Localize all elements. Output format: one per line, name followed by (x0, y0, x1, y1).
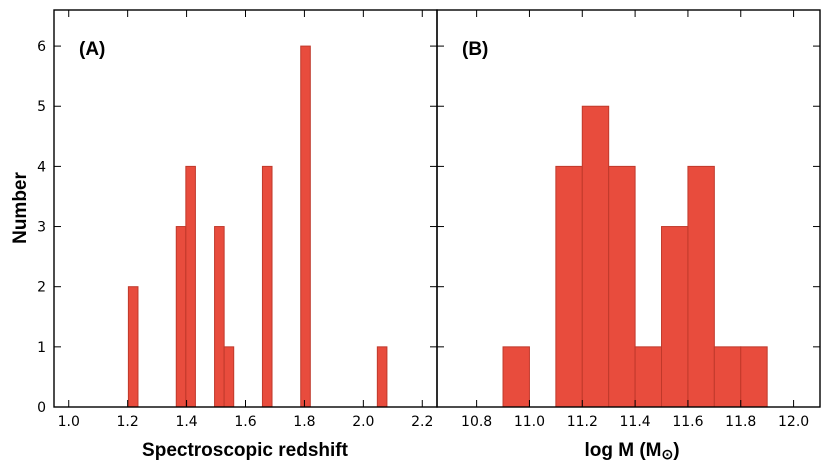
panel-b-bar-7 (713, 346, 742, 408)
panel-b-mass-histogram: 10.8 11.0 11.2 11.4 11.6 11.8 12.0 (B) log M (… (436, 9, 821, 462)
panel-a-xtick-label-5: 2.0 (352, 414, 374, 430)
panel-a-bars (127, 45, 388, 408)
panel-a-xtick-label-0: 1.0 (58, 414, 80, 430)
panel-b-xtick-label-5: 11.8 (725, 414, 756, 430)
panel-a-ytick-label-0: 0 (37, 400, 46, 416)
panel-b-frame (436, 9, 821, 408)
panel-b-xtick-label-6: 12.0 (778, 414, 809, 430)
panel-a-bar-7 (376, 346, 388, 408)
panel-b-bar-3 (608, 165, 636, 408)
panel-a-redshift-histogram: 1.0 1.2 1.4 1.6 1.8 2.0 2.2 0 1 2 3 4 5 6 (A) Spectro… (10, 9, 438, 461)
panel-b-label: (B) (462, 39, 488, 60)
panel-b-xtick-label-0: 10.8 (461, 414, 492, 430)
sun-symbol: ⊙ (661, 446, 673, 462)
panel-b-bar-2 (581, 105, 610, 408)
panel-a-ytick-label-2: 2 (37, 280, 46, 296)
panel-b-xlabel: log M (M⊙) (584, 440, 679, 462)
panel-a-xtick-label-1: 1.2 (117, 414, 139, 430)
panel-a-ytick-label-5: 5 (37, 99, 46, 115)
panel-b-bar-4 (634, 346, 663, 408)
panel-b-xlabel-main: log M (M (584, 440, 661, 461)
panel-b-xtick-label-4: 11.6 (672, 414, 703, 430)
panel-a-ytick-label-1: 1 (37, 340, 46, 356)
panel-a-bar-3 (214, 226, 225, 408)
panel-b-bar-6 (687, 165, 715, 408)
panel-a-bar-5 (261, 165, 273, 408)
panel-b-bar-1 (555, 165, 583, 408)
panel-a-label: (A) (79, 39, 105, 60)
panel-b-bar-0 (502, 346, 530, 408)
panel-a-ytick-label-4: 4 (37, 159, 46, 175)
panel-a-bar-4 (223, 346, 235, 408)
panel-a-bar-0 (127, 286, 139, 408)
panel-b-bar-5 (661, 226, 689, 408)
panel-b-xtick-label-1: 11.0 (514, 414, 545, 430)
panel-a-ytick-label-6: 6 (37, 39, 46, 55)
panel-a-bar-6 (300, 45, 311, 408)
panel-a-ytick-label-3: 3 (37, 220, 46, 236)
panel-b-xtick-label-3: 11.4 (620, 414, 651, 430)
panel-a-ticks: 1.0 1.2 1.4 1.6 1.8 2.0 2.2 0 1 2 3 4 5 6 (37, 10, 437, 430)
panel-a-xtick-label-4: 1.8 (293, 414, 315, 430)
panel-a-xtick-label-6: 2.2 (411, 414, 433, 430)
panel-a-xlabel: Spectroscopic redshift (142, 440, 349, 461)
panel-b-bars (502, 105, 768, 408)
panel-a-xtick-label-2: 1.4 (175, 414, 197, 430)
panel-b-xtick-label-2: 11.2 (567, 414, 598, 430)
y-axis-label: Number (10, 172, 31, 244)
panel-a-bar-2 (185, 165, 196, 408)
panel-b-bar-8 (740, 346, 768, 408)
panel-b-xlabel-end: ) (673, 440, 679, 461)
panel-b-ticks: 10.8 11.0 11.2 11.4 11.6 11.8 12.0 (437, 10, 820, 430)
panel-a-bar-1 (175, 226, 187, 408)
panel-a-xtick-label-3: 1.6 (234, 414, 256, 430)
